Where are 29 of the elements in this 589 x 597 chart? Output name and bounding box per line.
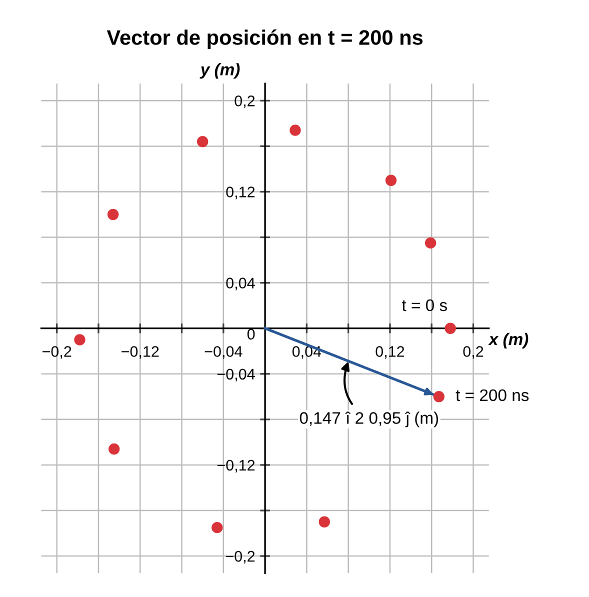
x-tick-label: 0,12 [376, 346, 404, 359]
annotation: t = 200 ns [456, 389, 529, 402]
point [74, 334, 86, 346]
chart-title: Vector de posición en t = 200 ns [106, 29, 423, 50]
point [108, 443, 120, 455]
y-axis-title: y (m) [200, 63, 240, 79]
point [212, 522, 223, 534]
x-tick-label: −0,12 [122, 346, 159, 359]
point [290, 124, 301, 136]
annotation: t = 0 s [402, 299, 447, 312]
x-tick-label: −0,2 [42, 346, 72, 359]
x-tick-label: 0,2 [463, 346, 484, 359]
x-tick-label: −0,04 [204, 346, 242, 359]
y-tick-label: 0,2 [234, 96, 255, 108]
y-tick-label: −0,04 [217, 368, 255, 382]
point [433, 391, 445, 402]
point [196, 136, 208, 148]
annotation: 0,147 î 2 0,95 ĵ (m) [300, 412, 438, 428]
x-axis-title: x (m) [488, 332, 528, 348]
point [385, 174, 397, 186]
y-tick-label: 0,12 [226, 186, 255, 200]
point [318, 516, 330, 528]
point [444, 322, 456, 334]
y-tick-label: 0 [247, 328, 255, 340]
point [424, 237, 436, 249]
point [107, 208, 119, 220]
y-tick-label: −0,2 [226, 550, 255, 564]
y-tick-label: −0,12 [217, 460, 255, 472]
y-tick-label: 0,04 [226, 278, 255, 290]
